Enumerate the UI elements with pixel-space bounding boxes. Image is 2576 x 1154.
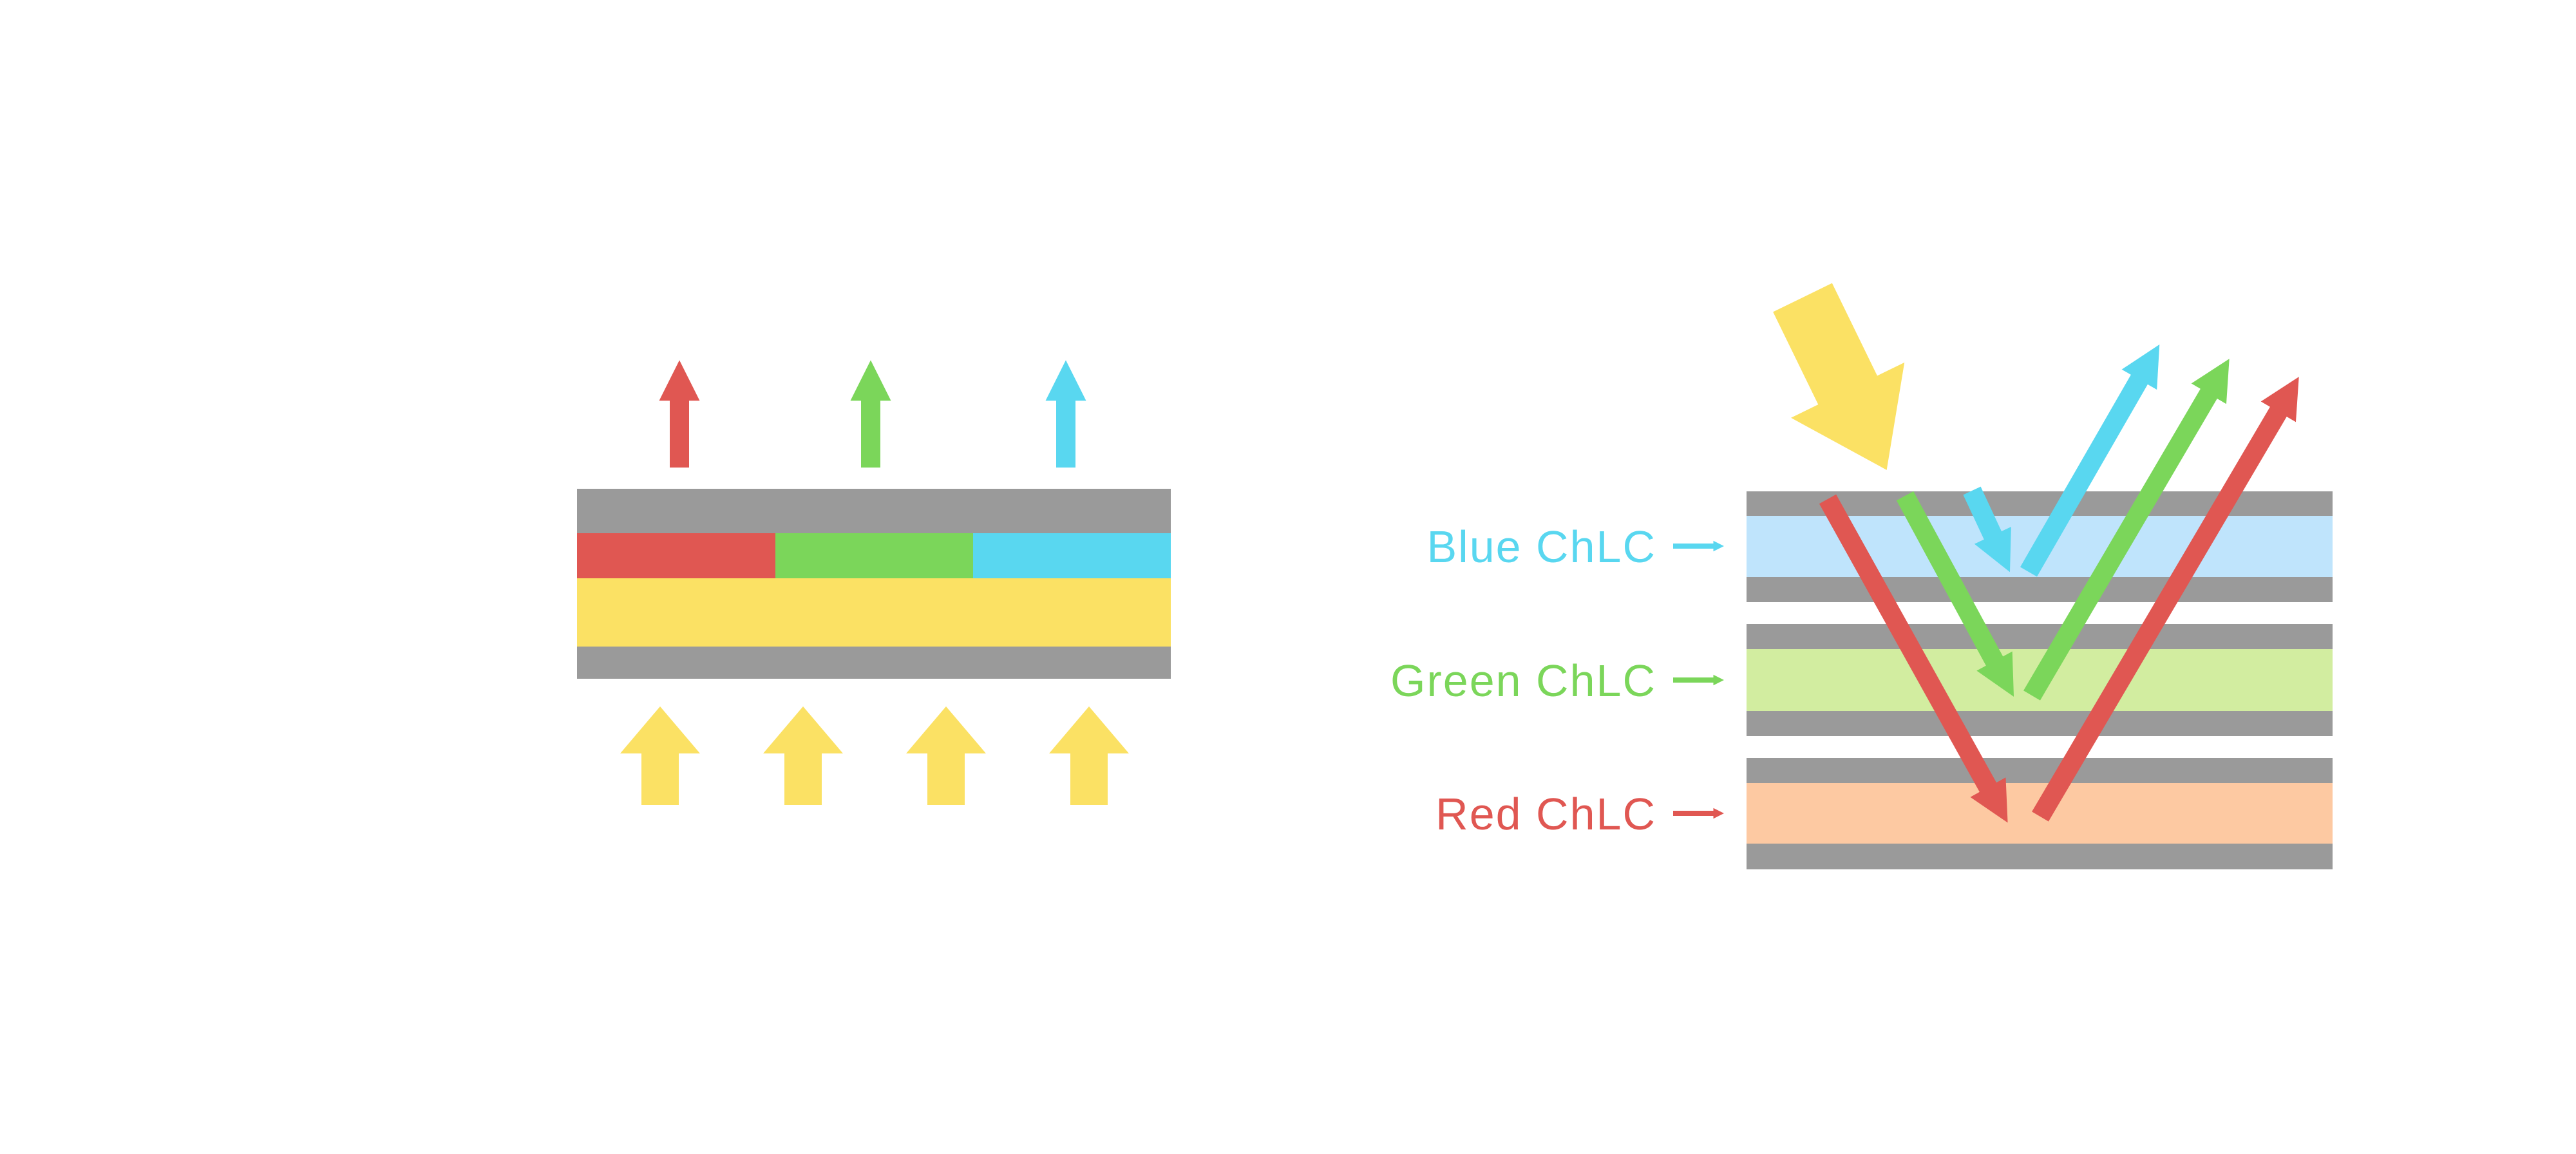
color-filter-green-segment — [775, 533, 973, 578]
red-chlc-label: Red ChLC — [1435, 789, 1656, 839]
backlight-arrow-1 — [620, 706, 700, 805]
green-ray-reflected-arrow — [2023, 359, 2230, 701]
backlight-arrow-4 — [1049, 706, 1129, 805]
right-stack-substrate-6 — [1747, 844, 2333, 869]
cyan-ray-reflected-arrow — [2020, 344, 2160, 577]
backlight-arrow-2 — [763, 706, 843, 805]
red-ray-reflected-arrow — [2032, 377, 2299, 822]
right-stack-substrate-2 — [1747, 577, 2333, 602]
right-stack-substrate-4 — [1747, 711, 2333, 736]
right-stack-substrate-5 — [1747, 758, 2333, 783]
cyan-ray-down-arrow — [1963, 486, 2011, 572]
red-ray-down-arrow — [1819, 494, 2008, 823]
incident-light-arrow — [1773, 283, 1905, 470]
green-ray-down-arrow — [1896, 491, 2014, 697]
backlight-arrow-3 — [906, 706, 986, 805]
left-diagram — [577, 360, 1171, 805]
left-stack-top-glass-layer — [577, 489, 1171, 533]
right-stack-substrate-3 — [1747, 624, 2333, 649]
left-stack-bottom-glass-layer — [577, 647, 1171, 679]
green-chlc-label: Green ChLC — [1390, 656, 1656, 706]
backlight-layer — [577, 578, 1171, 647]
right-diagram: Blue ChLC Green ChLC Red ChLC — [1390, 283, 2333, 869]
color-filter-red-segment — [577, 533, 775, 578]
blue-chlc-label: Blue ChLC — [1426, 522, 1656, 572]
color-filter-cyan-segment — [973, 533, 1171, 578]
